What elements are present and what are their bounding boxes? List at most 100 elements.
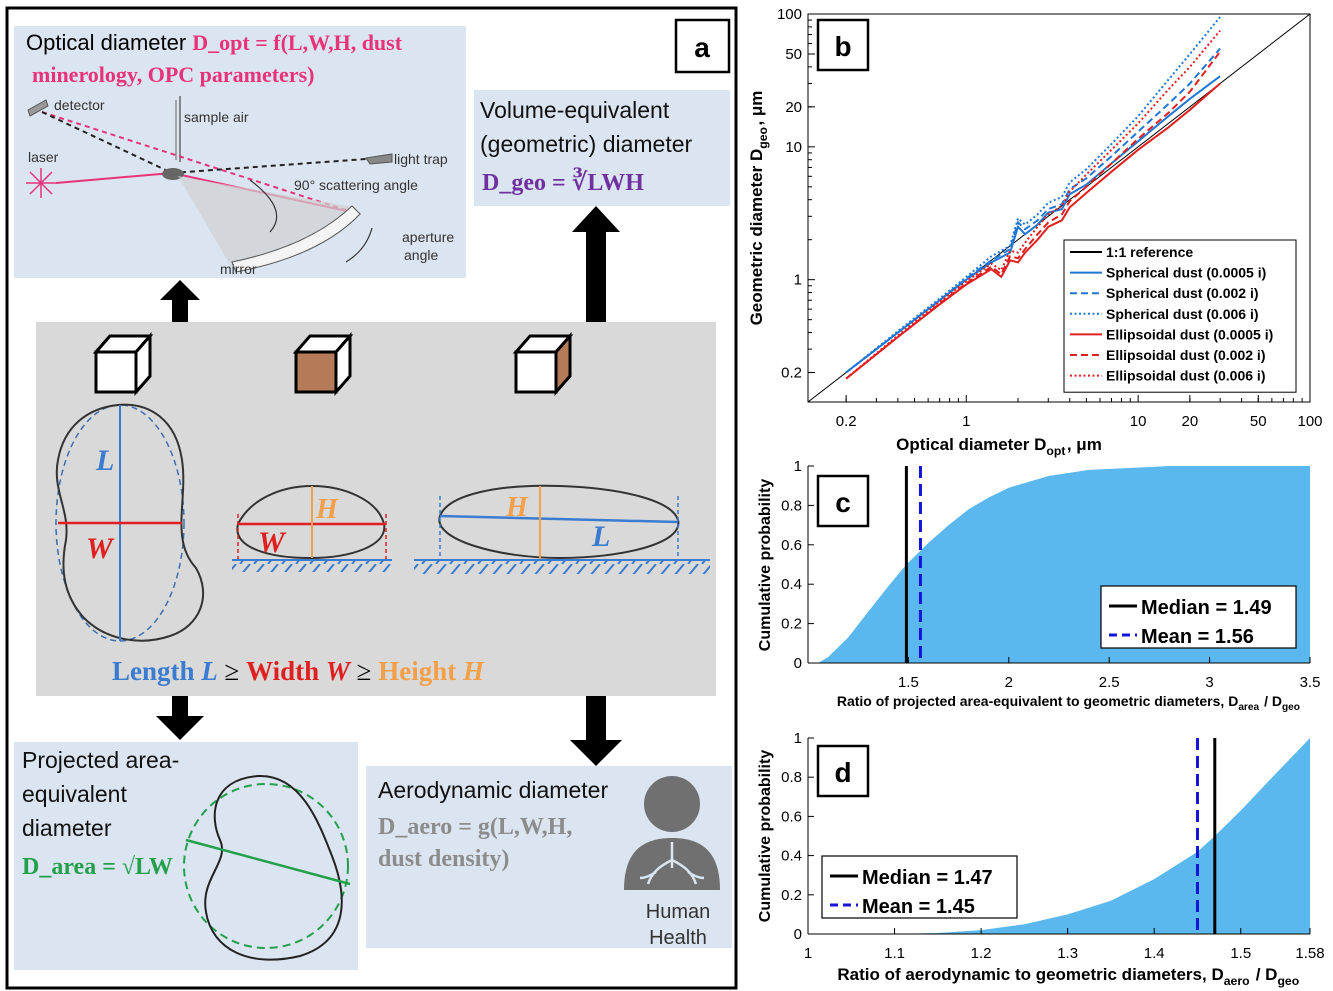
chart-b-ytick-label: 1 xyxy=(794,272,802,289)
chart-b-legend xyxy=(1063,239,1297,393)
volume-line-1: Volume-equivalent xyxy=(480,97,670,123)
volume-formula: D_geo = ∛LWH xyxy=(482,167,644,196)
chart-d-legend-label: Mean = 1.45 xyxy=(862,896,975,918)
chart-d-ytick-label: 0.4 xyxy=(781,848,802,865)
caption-W: W xyxy=(326,656,352,686)
aperture-arc xyxy=(345,227,373,263)
panel-a-label: a xyxy=(694,32,710,63)
aperture-label-1: aperture xyxy=(402,229,454,245)
optical-prefix: Optical diameter xyxy=(26,30,192,55)
chart-d: 0 0.2 0.4 0.6 0.8 1 1 1.1 1.2 1.3 1.4 1.5 1.58 Median… xyxy=(757,730,1325,988)
chart-b-legend-label: Ellipsoidal dust (0.006 i) xyxy=(1106,368,1265,384)
chart-b-legend-label: Ellipsoidal dust (0.002 i) xyxy=(1106,347,1265,363)
chart-b-ytick-label: 20 xyxy=(785,99,802,116)
aperture-label-2: angle xyxy=(404,247,438,263)
scattering-arc xyxy=(249,179,278,233)
cube-icon-height xyxy=(512,332,574,396)
chart-d-xlabel: Ratio of aerodynamic to geometric diamet… xyxy=(837,965,1300,988)
projected-particle-outline xyxy=(204,774,343,961)
ground-hatch-2 xyxy=(232,560,392,572)
shape-caption: Length L ≥ Width W ≥ Height H xyxy=(112,656,485,686)
chart-c-xlabel: Ratio of projected area-equivalent to ge… xyxy=(837,693,1301,713)
chart-b-ylabel: Geometric diameter Dgeo , μm xyxy=(747,91,770,326)
label-H-3: H xyxy=(505,492,529,523)
aero-title: Aerodynamic diameter xyxy=(378,777,608,803)
light-trap-label: light trap xyxy=(394,151,448,167)
chart-b-xtick-label: 100 xyxy=(1297,413,1322,430)
projected-line xyxy=(185,838,351,886)
arrow-up-volume xyxy=(572,206,620,322)
chart-b-series-5 xyxy=(845,51,1221,380)
chart-d-xtick-label: 1.58 xyxy=(1295,945,1324,962)
laser-icon xyxy=(26,168,56,198)
particle-side-view: H L xyxy=(414,484,710,574)
cube-icon-length xyxy=(92,332,154,396)
chart-b-ytick-label: 100 xyxy=(777,6,802,23)
detector-icon xyxy=(27,99,49,117)
chart-c-ytick-label: 0.8 xyxy=(781,497,802,514)
label-L-3: L xyxy=(591,520,610,553)
caption-ge-1: ≥ xyxy=(218,656,246,686)
arrow-down-aero xyxy=(570,696,622,766)
volume-line-2: (geometric) diameter xyxy=(480,131,693,157)
detector-beam xyxy=(41,111,353,213)
chart-b-xtick-label: 20 xyxy=(1182,413,1199,430)
arrow-up-optical xyxy=(160,280,200,322)
chart-c-ytick-label: 1 xyxy=(794,458,802,475)
chart-b-series-2 xyxy=(845,47,1221,374)
caption-length: Length xyxy=(112,656,201,686)
chart-c-xtick-label: 2 xyxy=(1005,674,1013,691)
ground-hatch-3 xyxy=(414,560,710,574)
label-W-1: W xyxy=(86,532,115,565)
chart-d-ytick-label: 0 xyxy=(794,926,802,943)
chart-b-series-6 xyxy=(845,29,1221,380)
chart-d-xtick-label: 1 xyxy=(804,945,812,962)
projected-line-3: diameter xyxy=(22,815,112,841)
projected-line-2: equivalent xyxy=(22,781,127,807)
caption-H: H xyxy=(462,656,485,686)
laser-beam xyxy=(55,172,173,184)
chart-b-ytick-label: 50 xyxy=(785,46,802,63)
chart-b-legend-label: Ellipsoidal dust (0.0005 i) xyxy=(1106,326,1273,342)
arrow-down-projected xyxy=(156,696,204,740)
chart-b-ytick-label: 0.2 xyxy=(781,365,802,382)
black-dashed-ray-1 xyxy=(41,111,173,174)
chart-c: 0 0.2 0.4 0.6 0.8 1 1.5 2 2.5 3 3.5 Median = 1.49 Me… xyxy=(757,458,1320,713)
panel-a-label-box xyxy=(674,18,731,74)
caption-width: Width xyxy=(246,656,326,686)
detector-label: detector xyxy=(54,97,105,113)
chart-b-legend-label: Spherical dust (0.006 i) xyxy=(1106,306,1259,322)
fit-ellipse-lw xyxy=(55,404,185,642)
chart-d-cdf-area xyxy=(894,738,1310,934)
chart-d-xtick-label: 1.3 xyxy=(1057,945,1078,962)
caption-L: L xyxy=(200,656,218,686)
chart-d-xtick-label: 1.1 xyxy=(884,945,905,962)
chart-c-ytick-label: 0.2 xyxy=(781,616,802,633)
label-L-1: L xyxy=(95,444,114,477)
label-H-2: H xyxy=(315,494,339,525)
particle-top-view: L W xyxy=(55,403,205,642)
chart-d-legend-label: Median = 1.47 xyxy=(862,867,993,889)
chart-c-ylabel: Cumulative probability xyxy=(757,479,774,652)
projected-circle xyxy=(183,783,349,949)
aero-formula-2: dust density) xyxy=(378,846,509,872)
particle-outline-lw xyxy=(55,403,205,642)
arrows xyxy=(156,206,622,766)
human-label-2: Health xyxy=(649,927,707,949)
chart-d-ytick-label: 0.6 xyxy=(781,808,802,825)
chart-b-xtick-label: 1 xyxy=(962,413,970,430)
aero-formula-1: D_aero = g(L,W,H, xyxy=(378,814,572,840)
length-line-3 xyxy=(439,514,679,524)
projected-box xyxy=(14,742,358,970)
light-trap-icon xyxy=(365,153,393,165)
chart-c-ytick-label: 0.4 xyxy=(781,576,802,593)
chart-b-legend-label: Spherical dust (0.002 i) xyxy=(1106,285,1259,301)
chart-d-legend xyxy=(821,855,1018,919)
opc-schematic: detector sample air laser light trap mir… xyxy=(26,96,454,277)
panel-a: a Optical diameter D_opt = f(L,W,H, dust… xyxy=(5,6,738,990)
chart-b-legend-label: 1:1 reference xyxy=(1106,244,1193,260)
chart-c-ytick-label: 0.6 xyxy=(781,537,802,554)
chart-b-label-box xyxy=(816,18,870,72)
volume-box xyxy=(474,90,730,206)
